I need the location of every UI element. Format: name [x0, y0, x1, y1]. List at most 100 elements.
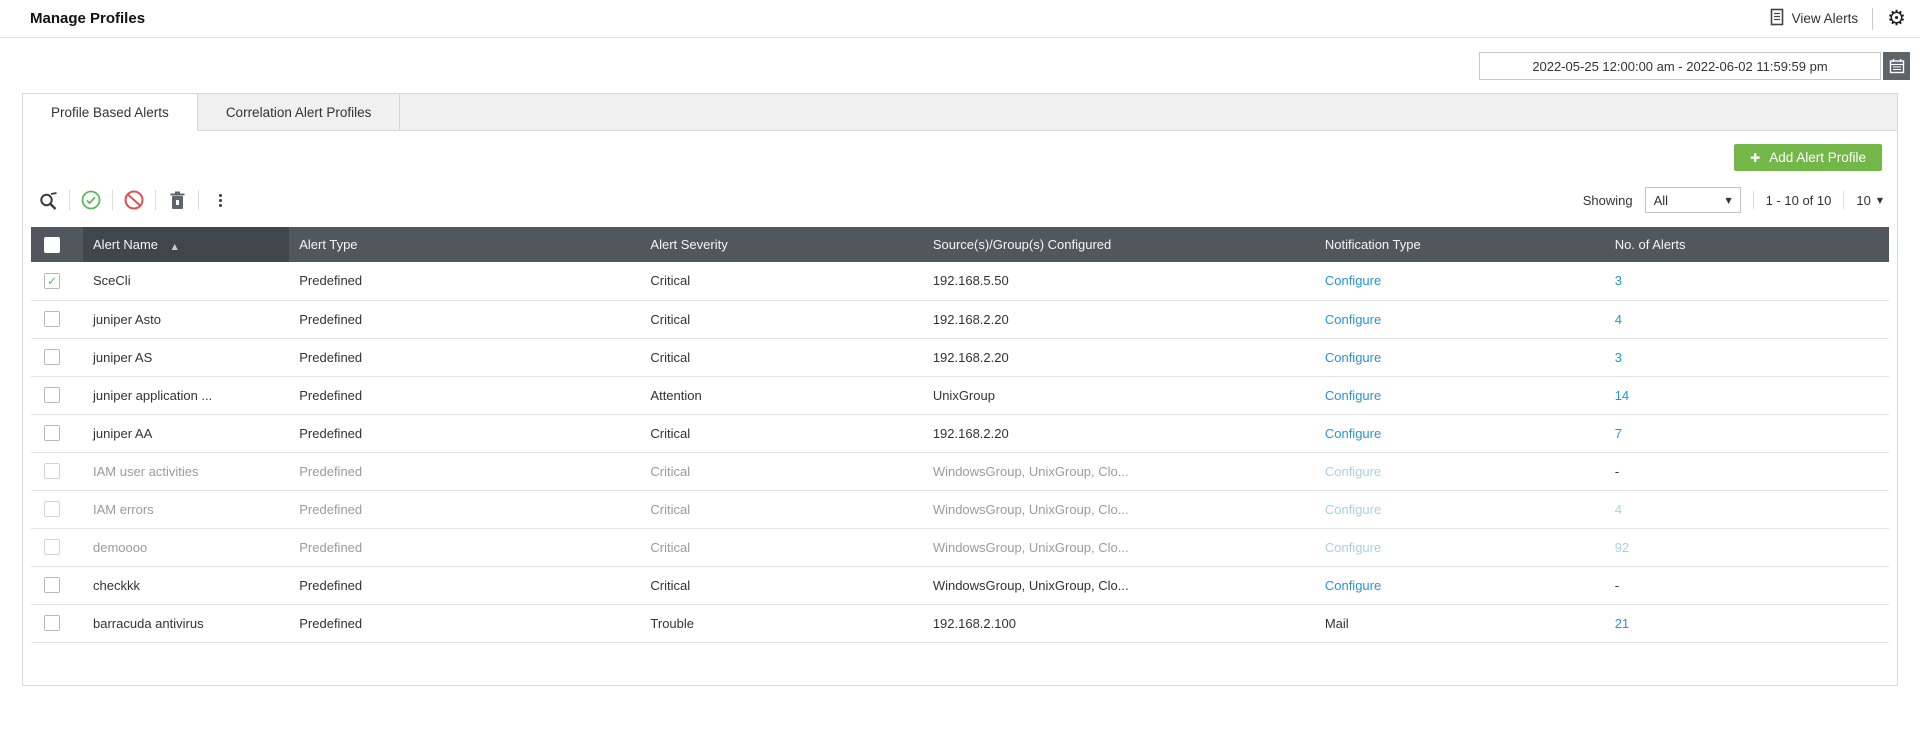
alert-name-cell: IAM errors	[83, 490, 290, 529]
page-size-select[interactable]: 10 ▼	[1856, 193, 1883, 208]
view-alerts-button[interactable]: View Alerts	[1770, 8, 1859, 29]
no-of-alerts-cell: -	[1604, 452, 1889, 491]
alert-count-link[interactable]: 3	[1614, 349, 1622, 365]
table-row: demoooo Predefined Critical WindowsGroup, U…	[31, 528, 1889, 567]
source-cell: 192.168.2.100	[922, 604, 1315, 643]
notification-type-cell: Mail	[1314, 604, 1605, 643]
add-alert-profile-button[interactable]: ✚ Add Alert Profile	[1734, 144, 1882, 171]
configure-link[interactable]: Configure	[1324, 425, 1382, 441]
enable-icon[interactable]	[78, 188, 104, 212]
alert-name-cell: IAM user activities	[83, 452, 290, 491]
no-of-alerts-cell: 4	[1604, 490, 1889, 529]
toolbar-divider	[69, 190, 70, 210]
topbar-actions: View Alerts ⚙	[1770, 6, 1906, 30]
alert-type-cell: Predefined	[289, 376, 641, 415]
alert-severity-cell: Critical	[640, 566, 923, 605]
no-of-alerts-cell: 3	[1604, 262, 1889, 301]
row-checkbox-cell	[31, 338, 84, 377]
row-checkbox[interactable]	[44, 387, 60, 403]
column-header-alert-name[interactable]: Alert Name ▲	[83, 227, 290, 262]
source-cell: 192.168.2.20	[922, 338, 1315, 377]
table-row: ✓ SceCli Predefined Critical 192.168.5.50 Con…	[31, 262, 1889, 301]
row-checkbox-cell	[31, 300, 84, 339]
table-toolbar: Showing All ▼ 1 - 10 of 10 10 ▼	[31, 185, 1889, 215]
view-alerts-label: View Alerts	[1791, 11, 1859, 26]
row-checkbox-cell	[31, 452, 84, 491]
alert-count-link[interactable]: 21	[1614, 615, 1630, 631]
notification-type-cell: Configure	[1314, 338, 1605, 377]
document-icon	[1770, 8, 1785, 29]
table-row: juniper AS Predefined Critical 192.168.2.20…	[31, 338, 1889, 377]
tab-profile-based-alerts[interactable]: Profile Based Alerts	[23, 94, 198, 131]
row-checkbox[interactable]	[44, 539, 60, 555]
alert-type-cell: Predefined	[289, 300, 641, 339]
row-checkbox[interactable]	[44, 425, 60, 441]
alert-count-link[interactable]: 7	[1614, 425, 1622, 441]
sort-asc-icon: ▲	[171, 242, 178, 251]
delete-icon[interactable]	[164, 188, 190, 212]
table-body: ✓ SceCli Predefined Critical 192.168.5.50 Con…	[31, 262, 1889, 643]
row-checkbox[interactable]	[44, 501, 60, 517]
table-row: checkkk Predefined Critical WindowsGroup, U…	[31, 566, 1889, 605]
alert-count-empty: -	[1614, 577, 1620, 593]
configure-link[interactable]: Configure	[1324, 501, 1382, 517]
row-checkbox[interactable]	[44, 615, 60, 631]
more-icon[interactable]	[207, 188, 233, 212]
row-checkbox[interactable]: ✓	[44, 272, 60, 289]
profiles-panel: Profile Based Alerts Correlation Alert P…	[22, 93, 1898, 686]
configure-link[interactable]: Configure	[1324, 387, 1382, 403]
configure-link[interactable]: Configure	[1324, 463, 1382, 479]
alert-count-link[interactable]: 4	[1614, 311, 1622, 327]
calendar-icon[interactable]	[1883, 52, 1910, 80]
alert-severity-cell: Critical	[640, 452, 923, 491]
search-icon[interactable]	[35, 188, 61, 212]
configure-link[interactable]: Configure	[1324, 577, 1382, 593]
date-range-input[interactable]: 2022-05-25 12:00:00 am - 2022-06-02 11:5…	[1479, 52, 1881, 80]
row-checkbox[interactable]	[44, 577, 60, 593]
toolbar-divider	[198, 190, 199, 210]
row-checkbox[interactable]	[44, 349, 60, 365]
alert-name-cell: demoooo	[83, 528, 290, 567]
chevron-down-icon: ▼	[1876, 195, 1883, 205]
table-row: juniper AA Predefined Critical 192.168.2.20…	[31, 414, 1889, 453]
alert-name-cell: barracuda antivirus	[83, 604, 290, 643]
filter-select[interactable]: All ▼	[1644, 187, 1741, 213]
filter-value: All	[1653, 192, 1669, 208]
configure-link[interactable]: Configure	[1324, 273, 1382, 289]
column-header-alert-severity[interactable]: Alert Severity	[640, 227, 923, 262]
table-row: juniper Asto Predefined Critical 192.168.2.…	[31, 300, 1889, 339]
alert-name-cell: SceCli	[83, 262, 290, 301]
gear-icon[interactable]: ⚙	[1887, 6, 1906, 30]
table-row: juniper application ... Predefined Attenti…	[31, 376, 1889, 415]
alert-type-cell: Predefined	[289, 528, 641, 567]
alert-count-link[interactable]: 3	[1614, 273, 1622, 289]
source-cell: 192.168.2.20	[922, 300, 1315, 339]
column-header-alert-type[interactable]: Alert Type	[289, 227, 641, 262]
notification-type-cell: Configure	[1314, 528, 1605, 567]
disable-icon[interactable]	[121, 188, 147, 212]
configure-link[interactable]: Configure	[1324, 539, 1382, 555]
alert-count-link[interactable]: 4	[1614, 501, 1622, 517]
no-of-alerts-cell: 21	[1604, 604, 1889, 643]
table-row: IAM user activities Predefined Critical Win…	[31, 452, 1889, 491]
column-header-source[interactable]: Source(s)/Group(s) Configured	[922, 227, 1315, 262]
alert-count-link[interactable]: 92	[1614, 539, 1630, 555]
tab-content: ✚ Add Alert Profile	[23, 144, 1897, 685]
date-range-row: 2022-05-25 12:00:00 am - 2022-06-02 11:5…	[0, 52, 1910, 80]
topbar-divider	[1872, 7, 1874, 30]
row-checkbox[interactable]	[44, 311, 60, 327]
alert-severity-cell: Critical	[640, 338, 923, 377]
configure-link[interactable]: Configure	[1324, 349, 1382, 365]
no-of-alerts-cell: 14	[1604, 376, 1889, 415]
column-header-notification-type[interactable]: Notification Type	[1314, 227, 1605, 262]
alert-severity-cell: Attention	[640, 376, 923, 415]
configure-link[interactable]: Configure	[1324, 311, 1382, 327]
column-header-no-of-alerts[interactable]: No. of Alerts	[1604, 227, 1889, 262]
alert-severity-cell: Critical	[640, 262, 923, 301]
select-all-checkbox[interactable]	[44, 236, 60, 253]
table-row: IAM errors Predefined Critical WindowsGroup…	[31, 490, 1889, 529]
top-bar: Manage Profiles View Alerts ⚙	[0, 0, 1920, 38]
tab-correlation-alert-profiles[interactable]: Correlation Alert Profiles	[198, 94, 401, 130]
alert-count-link[interactable]: 14	[1614, 387, 1630, 403]
row-checkbox[interactable]	[44, 463, 60, 479]
